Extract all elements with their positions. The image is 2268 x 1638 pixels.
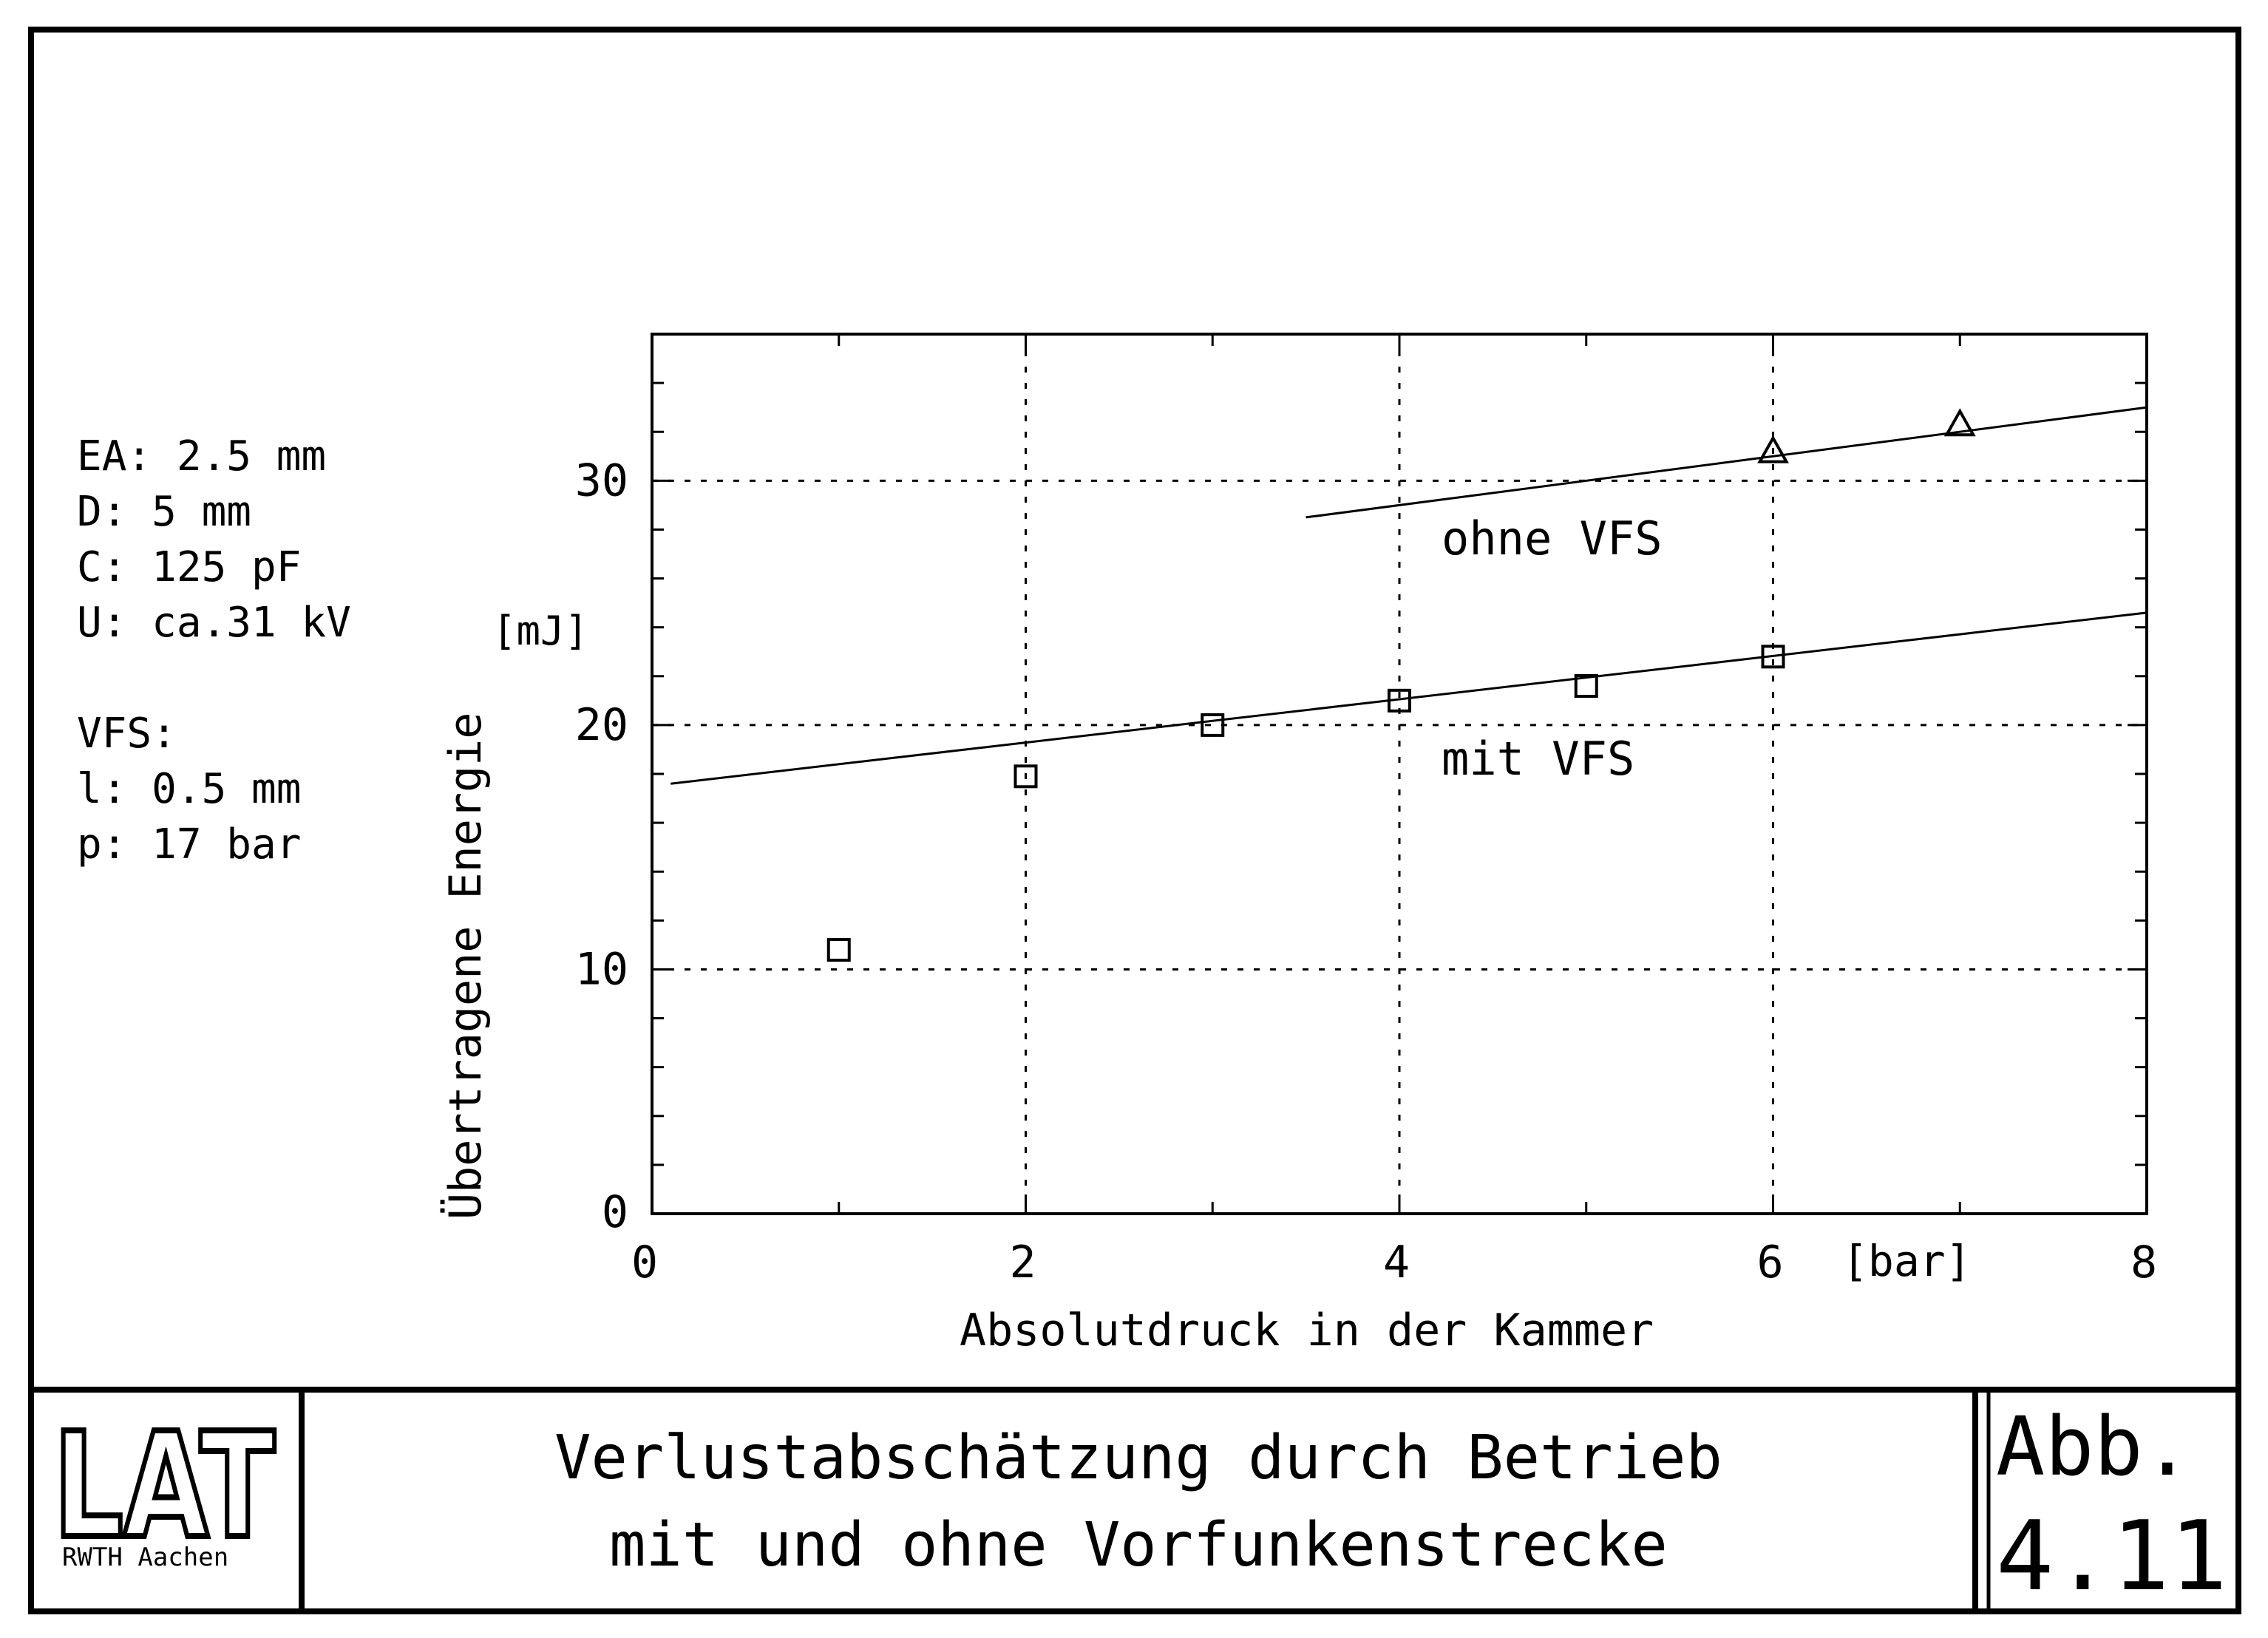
series-label-ohne-vfs: ohne VFS	[1442, 512, 1663, 565]
data-point-square	[826, 938, 851, 962]
data-point-square	[1761, 645, 1785, 669]
x-tick-label: 2	[1010, 1237, 1036, 1288]
y-tick-label: 0	[602, 1186, 628, 1238]
x-axis-unit: [bar]	[1842, 1236, 1972, 1286]
parameter-block: EA: 2.5 mm D: 5 mm C: 125 pF U: ca.31 kV VFS…	[77, 432, 351, 869]
y-axis-label: Übertragene Energie	[439, 713, 492, 1220]
parameter-line: U: ca.31 kV	[77, 599, 351, 647]
x-axis-label: Absolutdruck in der Kammer	[960, 1305, 1654, 1356]
outer-frame	[28, 27, 2241, 1614]
data-markers	[826, 408, 1976, 962]
parameter-line: EA: 2.5 mm	[77, 432, 326, 480]
figure-label: Abb.	[1996, 1399, 2192, 1494]
parameter-line: VFS:	[77, 710, 177, 758]
y-tick-label: 20	[575, 699, 628, 751]
logo-text: LAT	[53, 1402, 275, 1571]
data-point-square	[1201, 713, 1225, 737]
parameter-line: C: 125 pF	[77, 543, 301, 591]
y-tick-label: 30	[575, 455, 628, 506]
parameter-line: D: 5 mm	[77, 488, 251, 536]
parameter-line: p: 17 bar	[77, 820, 301, 869]
figure-title-line-2: mit und ohne Vorfunkenstrecke	[609, 1510, 1668, 1580]
fit-lines	[670, 406, 2148, 785]
grid-lines	[652, 334, 2147, 1214]
y-tick-label: 10	[575, 943, 628, 995]
logo-subtitle: RWTH Aachen	[62, 1543, 228, 1572]
data-point-square	[1388, 688, 1411, 713]
axis-ticks	[652, 334, 2147, 1214]
x-tick-label: 4	[1383, 1237, 1410, 1288]
series-label-mit-vfs: mit VFS	[1442, 732, 1634, 786]
fit-line	[1306, 406, 2148, 519]
y-axis-unit: [mJ]	[492, 608, 588, 654]
figure-title-line-1: Verlustabschätzung durch Betrieb	[554, 1423, 1722, 1493]
figure-number: 4.11	[1996, 1500, 2227, 1612]
data-point-triangle	[1757, 435, 1789, 463]
x-tick-label: 0	[631, 1237, 658, 1288]
x-tick-label: 8	[2131, 1237, 2157, 1288]
data-point-square	[1574, 674, 1598, 698]
data-point-triangle	[1943, 408, 1976, 437]
tick-labels: 0 2 4 6 8 0 10 20 30	[575, 455, 2157, 1288]
x-tick-label: 6	[1757, 1237, 1784, 1288]
parameter-line: l: 0.5 mm	[77, 765, 301, 813]
data-point-square	[1014, 764, 1038, 789]
